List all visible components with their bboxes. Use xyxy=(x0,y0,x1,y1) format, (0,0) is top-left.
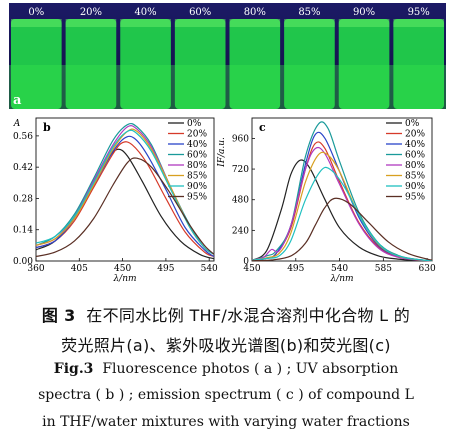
x-axis-label: λ/nm xyxy=(112,274,136,284)
plot-frame xyxy=(251,117,433,262)
y-tick-label: 0.14 xyxy=(13,226,33,236)
vial-0 xyxy=(11,19,62,109)
series-line-80pct xyxy=(251,146,433,262)
legend-label: 20% xyxy=(187,130,207,140)
vial-meniscus-2 xyxy=(120,19,171,27)
fraction-label: 40% xyxy=(134,7,156,18)
panel-label: b xyxy=(43,121,51,134)
fraction-label: 90% xyxy=(353,7,375,18)
legend-label: 90% xyxy=(405,182,425,192)
legend-label: 20% xyxy=(405,130,425,140)
legend-label: 0% xyxy=(405,119,420,129)
x-tick-label: 585 xyxy=(375,264,392,274)
vial-3 xyxy=(174,19,226,109)
caption-en-line2: spectra ( b ) ; emission spectrum ( c ) … xyxy=(38,387,414,403)
vial-meniscus-5 xyxy=(284,19,335,27)
vial-7 xyxy=(393,19,444,109)
x-tick-label: 495 xyxy=(157,264,174,274)
series-line-95pct xyxy=(251,197,433,262)
vials-photo-graphic: 0% 20% 40% 60% 80% 85% 90% 95% a xyxy=(9,3,446,109)
legend-label: 60% xyxy=(187,151,207,161)
legend-label: 80% xyxy=(187,161,207,171)
vial-meniscus-7 xyxy=(393,19,444,27)
y-tick-label: 480 xyxy=(232,196,249,206)
caption-zh-line2: 荧光照片(a)、紫外吸收光谱图(b)和荧光图(c) xyxy=(61,336,391,355)
y-axis-label: A xyxy=(13,119,21,129)
vial-meniscus-1 xyxy=(65,19,117,27)
y-tick-label: 0.56 xyxy=(13,132,33,142)
vials-glow xyxy=(9,65,446,109)
y-tick-label: 240 xyxy=(232,226,249,236)
legend-label: 85% xyxy=(405,172,425,182)
vial-meniscus-0 xyxy=(11,19,62,27)
vial-4 xyxy=(229,19,281,109)
vial-2 xyxy=(120,19,171,109)
x-tick-label: 540 xyxy=(331,264,348,274)
chart-c-emission: 450 495 540 585 630 0 240 480 720 960 λ/nm IF/a.u. c… xyxy=(217,117,436,284)
legend-label: 60% xyxy=(405,151,425,161)
vials-group xyxy=(9,19,446,109)
x-tick-label: 540 xyxy=(201,264,218,274)
y-tick-label: 0.42 xyxy=(13,163,33,173)
caption-en-figure-label: Fig.3 xyxy=(53,361,94,377)
fraction-labels: 0% 20% 40% 60% 80% 85% 90% 95% xyxy=(28,7,429,18)
legend-label: 95% xyxy=(405,193,425,203)
panel-label-a: a xyxy=(13,93,22,108)
legend-label: 90% xyxy=(187,182,207,192)
legend-label: 95% xyxy=(187,193,207,203)
vial-meniscus-6 xyxy=(338,19,390,27)
x-tick-label: 450 xyxy=(243,264,260,274)
y-tick-label: 0.28 xyxy=(13,194,33,204)
legend-label: 85% xyxy=(187,172,207,182)
series-line-95pct xyxy=(35,157,215,258)
series-line-90pct xyxy=(251,166,433,262)
vial-1 xyxy=(65,19,117,109)
x-tick-label: 450 xyxy=(114,264,131,274)
legend-label: 0% xyxy=(187,119,202,129)
caption-zh-line1: 图 3 在不同水比例 THF/水混合溶剂中化合物 L 的 xyxy=(0,302,452,326)
x-tick-label: 495 xyxy=(287,264,304,274)
vial-5 xyxy=(284,19,335,109)
x-tick-label: 360 xyxy=(27,264,44,274)
caption-zh-text1: 在不同水比例 THF/水混合溶剂中化合物 L 的 xyxy=(86,306,411,325)
series-line-90pct xyxy=(35,129,215,255)
y-tick-label: 0 xyxy=(243,257,249,267)
x-tick-label: 630 xyxy=(419,264,436,274)
fraction-label: 95% xyxy=(408,7,430,18)
fraction-label: 80% xyxy=(244,7,266,18)
caption-en-line3: in THF/water mixtures with varying water… xyxy=(42,414,410,430)
legend-label: 80% xyxy=(405,161,425,171)
series-line-0pct xyxy=(251,159,433,262)
y-tick-label: 960 xyxy=(232,134,249,144)
y-tick-label: 720 xyxy=(232,165,249,175)
vial-6 xyxy=(338,19,390,109)
y-tick-label: 0.00 xyxy=(13,257,33,267)
fraction-label: 20% xyxy=(80,7,102,18)
fraction-label: 85% xyxy=(298,7,320,18)
fluorescence-photo: 0% 20% 40% 60% 80% 85% 90% 95% a xyxy=(9,3,446,109)
plot-frame xyxy=(35,117,215,262)
x-tick-label: 405 xyxy=(71,264,88,274)
panel-label: c xyxy=(259,121,266,134)
caption-zh-figure-label: 图 3 xyxy=(41,306,76,325)
y-axis-label: IF/a.u. xyxy=(217,137,227,168)
vial-meniscus-3 xyxy=(174,19,226,27)
fraction-label: 0% xyxy=(28,7,44,18)
x-axis-label: λ/nm xyxy=(329,274,353,284)
spectra-charts: 360 405 450 495 540 0.00 0.14 0.28 0.42 0.56 λ/nm A… xyxy=(13,117,436,284)
caption-en-line1: Fig.3 Fluorescence photos ( a ) ; UV abs… xyxy=(0,361,452,377)
chart-b-uv-absorption: 360 405 450 495 540 0.00 0.14 0.28 0.42 0.56 λ/nm A… xyxy=(13,117,218,284)
legend-label: 40% xyxy=(187,140,207,150)
fraction-label: 60% xyxy=(189,7,211,18)
legend-label: 40% xyxy=(405,140,425,150)
series-line-20pct xyxy=(35,141,215,258)
caption-en-text1: Fluorescence photos ( a ) ; UV absorptio… xyxy=(102,361,399,377)
vial-meniscus-4 xyxy=(229,19,281,27)
